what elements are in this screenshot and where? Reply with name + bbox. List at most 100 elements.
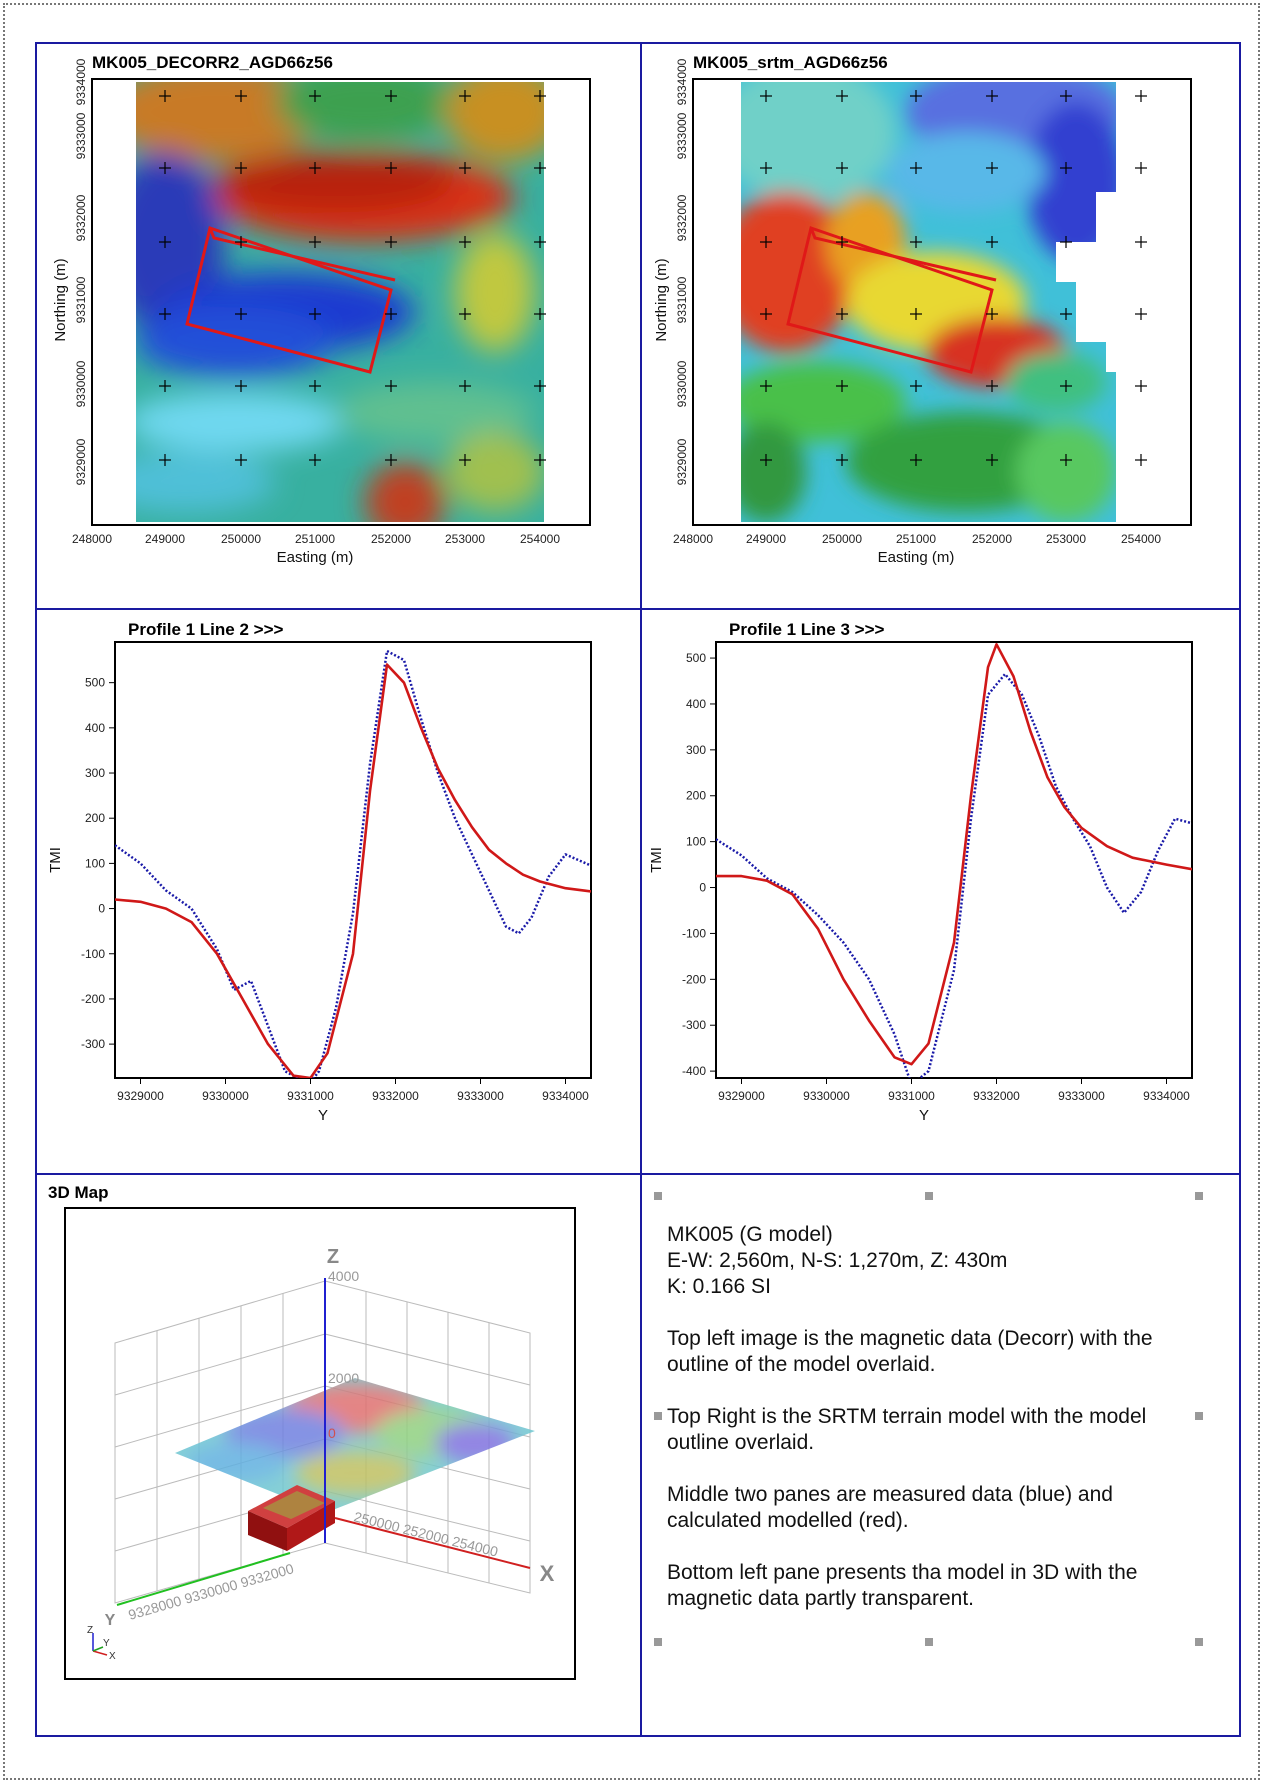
map3d-model-block bbox=[248, 1485, 335, 1551]
page-border bbox=[3, 3, 1260, 1780]
info-textbox[interactable]: MK005 (G model) E-W: 2,560m, N-S: 1,270m… bbox=[667, 1222, 1187, 1638]
plot-frame bbox=[114, 641, 592, 1079]
decorr-x-tick: 253000 bbox=[445, 532, 485, 546]
y-tick-label: 500 bbox=[85, 676, 105, 690]
y-tick-label: -400 bbox=[682, 1064, 706, 1078]
decorr-y-tick: 9334000 bbox=[74, 58, 88, 105]
decorr-x-tick: 251000 bbox=[295, 532, 335, 546]
x-tick-label: 9329000 bbox=[718, 1089, 765, 1103]
gizmo-z-label: Z bbox=[87, 1625, 93, 1636]
y-tick-label: 400 bbox=[686, 697, 706, 711]
x-axis-label: Y bbox=[318, 1107, 328, 1124]
info-model-name: MK005 (G model) bbox=[667, 1223, 833, 1246]
info-dimensions: E-W: 2,560m, N-S: 1,270m, Z: 430m bbox=[667, 1249, 1008, 1272]
y-tick-label: 400 bbox=[85, 721, 105, 735]
profile-line2-chart: -300 -200 -100 0 100 200 300 400 500 9329000 93300… bbox=[47, 641, 592, 1124]
decorr-x-axis-label: Easting (m) bbox=[277, 549, 354, 566]
srtm-grid-crosses bbox=[760, 90, 1147, 466]
srtm-map-svg: 248000 249000 250000 251000 252000 25300… bbox=[653, 58, 1192, 566]
y-axis-label: TMI bbox=[648, 847, 665, 873]
srtm-x-tick: 254000 bbox=[1121, 532, 1161, 546]
x-tick-label: 9334000 bbox=[1143, 1089, 1190, 1103]
y-tick-label: 0 bbox=[98, 902, 105, 916]
decorr-grid-crosses bbox=[159, 90, 546, 466]
decorr-x-tick: 254000 bbox=[520, 532, 560, 546]
resize-handle[interactable] bbox=[925, 1192, 933, 1200]
decorr-map-title: MK005_DECORR2_AGD66z56 bbox=[92, 53, 333, 72]
y-tick-label: 500 bbox=[686, 651, 706, 665]
decorr-x-tick: 248000 bbox=[72, 532, 112, 546]
map3d-x-label: X bbox=[540, 1561, 555, 1586]
resize-handle[interactable] bbox=[1195, 1192, 1203, 1200]
srtm-y-tick: 9331000 bbox=[675, 276, 689, 323]
y-tick-label: 100 bbox=[85, 856, 105, 870]
decorr-x-ticks: 248000 249000 250000 251000 252000 25300… bbox=[72, 532, 560, 546]
gizmo-x-label: X bbox=[109, 1651, 116, 1662]
decorr-y-tick: 9330000 bbox=[74, 360, 88, 407]
decorr-y-tick: 9333000 bbox=[74, 112, 88, 159]
srtm-x-tick: 250000 bbox=[822, 532, 862, 546]
srtm-x-ticks: 248000 249000 250000 251000 252000 25300… bbox=[673, 532, 1161, 546]
pane-border bbox=[1239, 42, 1241, 1737]
plot-frame bbox=[715, 641, 1193, 1079]
x-tick-label: 9332000 bbox=[372, 1089, 419, 1103]
x-tick-label: 9333000 bbox=[1058, 1089, 1105, 1103]
map3d-z-label: Z bbox=[327, 1246, 339, 1268]
profile-line2-panel: -300 -200 -100 0 100 200 300 400 500 9329000 93300… bbox=[35, 632, 605, 1132]
x-tick-label: 9330000 bbox=[202, 1089, 249, 1103]
report-layout bbox=[35, 42, 1241, 1737]
y-tick-label: -200 bbox=[81, 992, 105, 1006]
x-axis-label: Y bbox=[919, 1107, 929, 1124]
srtm-y-ticks: 9329000 9330000 9331000 9332000 9333000 … bbox=[675, 58, 689, 485]
decorr-y-tick: 9331000 bbox=[74, 276, 88, 323]
srtm-y-tick: 9332000 bbox=[675, 194, 689, 241]
x-tick-label: 9331000 bbox=[287, 1089, 334, 1103]
y-tick-label: 300 bbox=[85, 766, 105, 780]
srtm-x-tick: 253000 bbox=[1046, 532, 1086, 546]
srtm-y-tick: 9329000 bbox=[675, 438, 689, 485]
srtm-terrain-raster bbox=[741, 82, 1116, 522]
map3d-z-tick: 2000 bbox=[328, 1370, 359, 1386]
decorr-map-panel: 248000 249000 250000 251000 252000 25300… bbox=[35, 42, 605, 566]
x-tick-label: 9331000 bbox=[888, 1089, 935, 1103]
srtm-y-tick: 9333000 bbox=[675, 112, 689, 159]
y-tick-label: 0 bbox=[699, 881, 706, 895]
y-tick-label: 200 bbox=[686, 789, 706, 803]
x-tick-label: 9334000 bbox=[542, 1089, 589, 1103]
resize-handle[interactable] bbox=[654, 1412, 662, 1420]
map3d-z-tick: 0 bbox=[328, 1425, 336, 1441]
y-tick-label: -300 bbox=[81, 1037, 105, 1051]
decorr-map-svg: 248000 249000 250000 251000 252000 25300… bbox=[52, 58, 591, 566]
map3d-z-tick: 4000 bbox=[328, 1268, 359, 1284]
y-tick-label: -100 bbox=[81, 947, 105, 961]
resize-handle[interactable] bbox=[1195, 1412, 1203, 1420]
y-axis-label: TMI bbox=[47, 847, 64, 873]
orientation-gizmo: Z Y X bbox=[87, 1625, 116, 1662]
srtm-x-tick: 249000 bbox=[746, 532, 786, 546]
resize-handle[interactable] bbox=[1195, 1638, 1203, 1646]
decorr-y-axis-label: Northing (m) bbox=[52, 258, 69, 341]
series-group bbox=[716, 643, 1192, 1078]
resize-handle[interactable] bbox=[925, 1638, 933, 1646]
profile-line3-title: Profile 1 Line 3 >>> bbox=[729, 620, 885, 639]
srtm-x-tick: 252000 bbox=[972, 532, 1012, 546]
profile-line3-panel: -400 -300 -200 -100 0 100 200 300 400 500 9329000 9… bbox=[636, 632, 1206, 1132]
x-tick-label: 9329000 bbox=[117, 1089, 164, 1103]
y-tick-label: 100 bbox=[686, 835, 706, 849]
map3d-x-axis-line bbox=[334, 1517, 531, 1569]
srtm-y-tick: 9334000 bbox=[675, 58, 689, 105]
srtm-y-tick: 9330000 bbox=[675, 360, 689, 407]
resize-handle[interactable] bbox=[654, 1192, 662, 1200]
info-paragraph-4: Bottom left pane presents tha model in 3… bbox=[667, 1561, 1138, 1610]
srtm-x-tick: 251000 bbox=[896, 532, 936, 546]
profile-line3-chart: -400 -300 -200 -100 0 100 200 300 400 500 9329000 9… bbox=[648, 641, 1193, 1124]
resize-handle[interactable] bbox=[654, 1638, 662, 1646]
decorr-y-tick: 9329000 bbox=[74, 438, 88, 485]
x-tick-label: 9332000 bbox=[973, 1089, 1020, 1103]
srtm-map-panel: 248000 249000 250000 251000 252000 25300… bbox=[636, 42, 1206, 566]
srtm-y-axis-label: Northing (m) bbox=[653, 258, 670, 341]
y-tick-label: -200 bbox=[682, 972, 706, 986]
x-tick-label: 9333000 bbox=[457, 1089, 504, 1103]
calculated-series-line bbox=[115, 663, 591, 1078]
map3d-panel: Z X Y 4000 2000 0 250000 252000 254000 9… bbox=[35, 1173, 605, 1693]
